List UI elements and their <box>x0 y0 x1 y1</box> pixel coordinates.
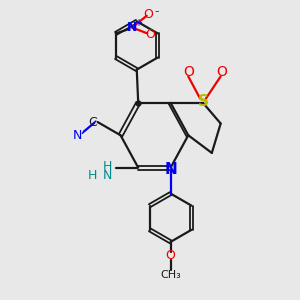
Text: S: S <box>197 94 208 109</box>
Text: O: O <box>183 65 194 79</box>
Text: H: H <box>88 169 97 182</box>
Text: O: O <box>143 8 153 21</box>
Text: O: O <box>145 28 154 41</box>
Text: CH₃: CH₃ <box>160 270 181 280</box>
Text: N: N <box>164 162 177 177</box>
Text: +: + <box>134 18 142 28</box>
Text: O: O <box>217 65 228 79</box>
Text: N: N <box>103 169 112 182</box>
Text: -: - <box>154 5 159 18</box>
Text: O: O <box>166 249 176 262</box>
Text: C: C <box>88 116 97 128</box>
Text: N: N <box>73 129 82 142</box>
Text: N: N <box>127 21 137 34</box>
Text: H: H <box>103 160 112 173</box>
